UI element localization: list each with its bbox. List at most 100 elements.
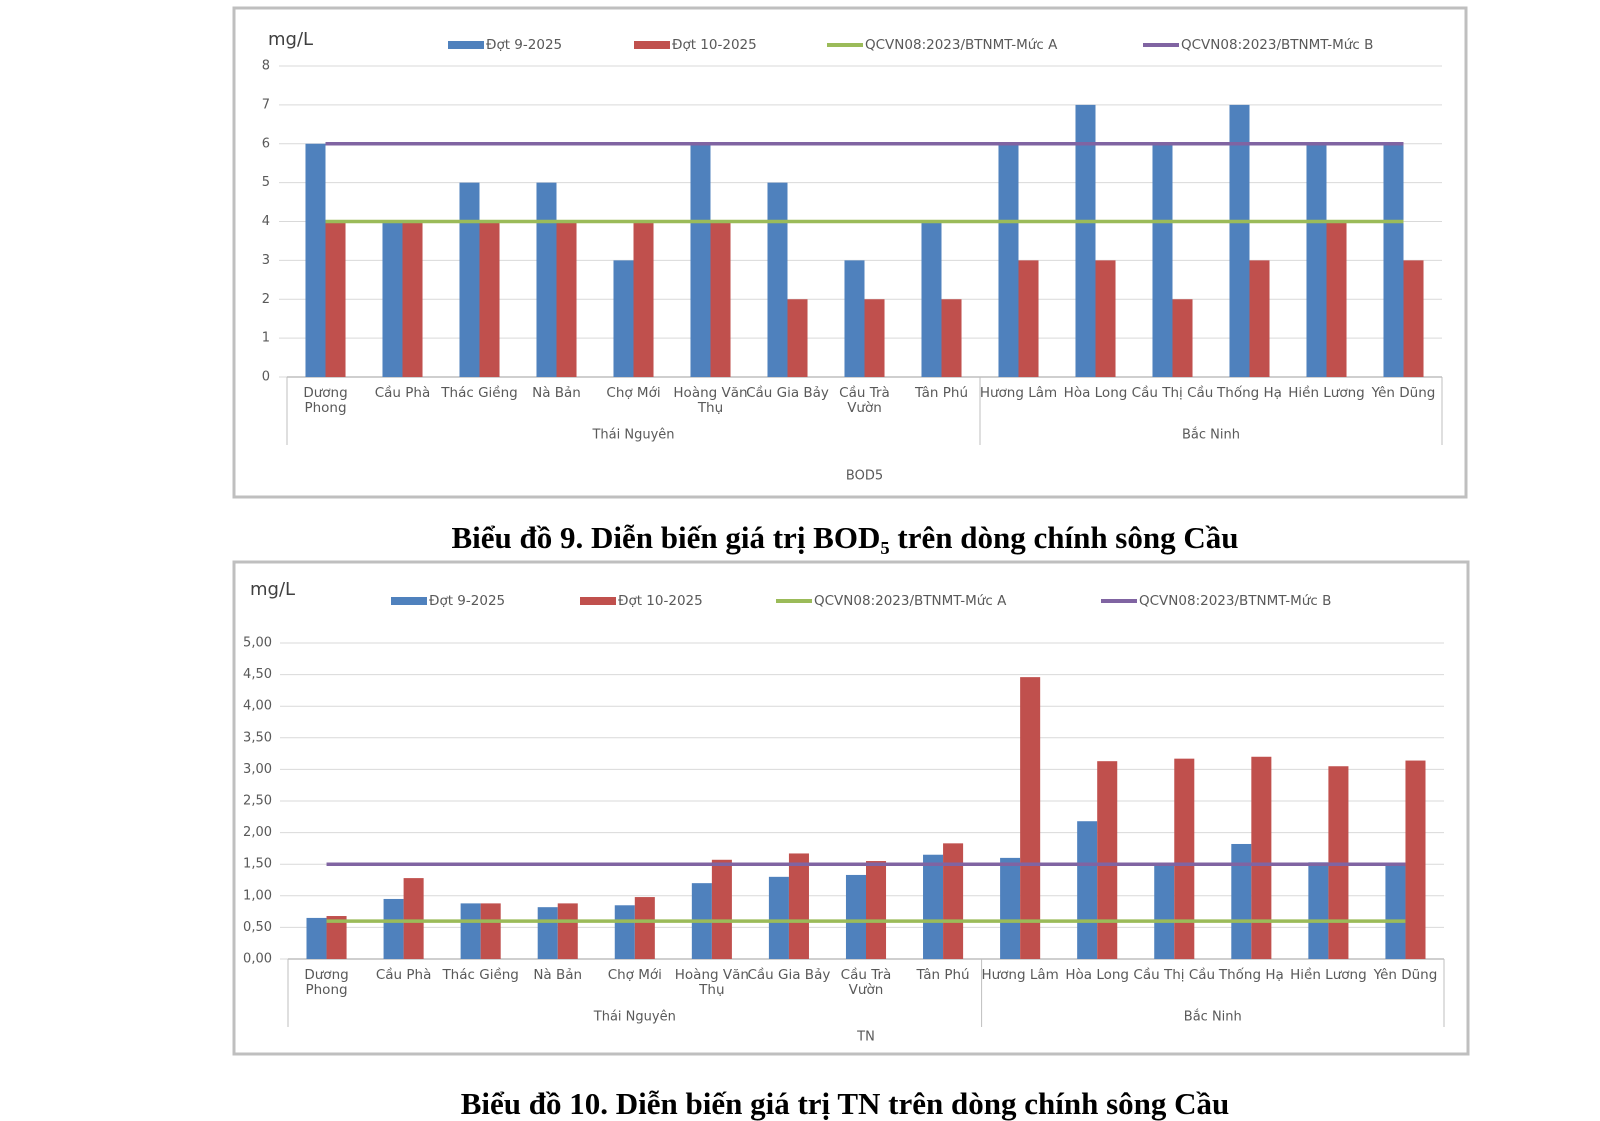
caption: Biểu đồ 10. Diễn biến giá trị TN trên dò… (460, 1086, 1230, 1121)
x-tick-label: Hoàng Văn Thụ (674, 967, 749, 998)
x-tick-label: Cầu Gia Bảy (746, 385, 829, 401)
bar (864, 299, 885, 377)
bar (479, 221, 500, 377)
x-tick-label: Thống Hạ (1217, 385, 1282, 401)
bar (613, 260, 634, 377)
x-tick-label: Thác Giềng (442, 967, 519, 983)
bar (1020, 677, 1041, 959)
y-tick-label: 4,00 (243, 699, 272, 714)
y-tick-label: 1 (262, 331, 270, 346)
group-label: Bắc Ninh (1184, 1010, 1242, 1025)
bar (1018, 260, 1039, 377)
x-tick-label: Cầu Phà (374, 385, 431, 401)
bar (1385, 865, 1406, 959)
x-tick-label: Nà Bản (532, 385, 581, 401)
y-tick-label: 5 (262, 175, 270, 190)
bar (1249, 260, 1270, 377)
legend-label: Đợt 10-2025 (672, 37, 757, 53)
y-tick-label: 8 (262, 59, 270, 74)
bar (767, 182, 788, 377)
legend-label: QCVN08:2023/BTNMT-Mức A (814, 593, 1007, 609)
x-tick-label: Hiền Lương (1290, 967, 1367, 983)
bar (1152, 143, 1173, 377)
y-tick-label: 6 (262, 136, 270, 151)
bar (1231, 843, 1252, 959)
bar (634, 897, 655, 959)
y-unit: mg/L (250, 579, 295, 600)
y-tick-label: 2,00 (243, 825, 272, 840)
x-tick-label: Hương Lâm (981, 967, 1059, 983)
bar (941, 299, 962, 377)
x-axis-title: BOD5 (846, 469, 883, 484)
bar (1077, 821, 1098, 959)
bar (1095, 260, 1116, 377)
bar (1308, 862, 1329, 959)
x-tick-label: Thác Giềng (441, 385, 518, 401)
y-tick-label: 2,50 (243, 794, 272, 809)
y-tick-label: 1,00 (243, 888, 272, 903)
bar (845, 874, 866, 959)
bar (1383, 143, 1404, 377)
y-tick-label: 0,50 (243, 920, 272, 935)
y-tick-label: 3 (262, 253, 270, 268)
bar (1403, 260, 1424, 377)
y-tick-label: 2 (262, 292, 270, 307)
bar (383, 898, 404, 959)
x-tick-label: Cầu Gia Bảy (747, 967, 831, 983)
bar (537, 907, 558, 959)
y-tick-label: 4,50 (243, 667, 272, 682)
x-tick-label: Cầu Thị Cầu (1131, 385, 1214, 401)
bar (382, 221, 403, 377)
bar (1174, 758, 1195, 959)
y-tick-label: 3,00 (243, 762, 272, 777)
x-tick-label: Hoàng Văn Thụ (673, 385, 748, 416)
bar (402, 221, 423, 377)
bar (711, 859, 732, 959)
y-tick-label: 3,50 (243, 730, 272, 745)
x-tick-label: Cầu Thị Cầu (1133, 967, 1216, 983)
x-tick-label: Yên Dũng (1371, 385, 1436, 401)
bar (923, 854, 944, 959)
bar (998, 143, 1019, 377)
legend-label: QCVN08:2023/BTNMT-Mức B (1139, 593, 1331, 609)
bar (326, 916, 347, 959)
y-tick-label: 7 (262, 97, 270, 112)
x-tick-label: Cầu Trà Vườn (839, 385, 890, 416)
legend-label: QCVN08:2023/BTNMT-Mức A (865, 37, 1058, 53)
bar (403, 878, 424, 959)
y-unit: mg/L (268, 29, 313, 50)
bar (788, 853, 809, 959)
bar (1326, 221, 1347, 377)
y-tick-label: 0 (262, 370, 270, 385)
x-tick-label: Nà Bản (533, 967, 583, 983)
y-tick-label: 4 (262, 214, 270, 229)
bar (690, 143, 711, 377)
bar (1229, 104, 1250, 377)
x-tick-label: Dương Phong (303, 385, 348, 416)
legend-label: Đợt 10-2025 (618, 593, 703, 609)
x-tick-label: Tân Phú (914, 385, 969, 401)
bar (557, 903, 578, 959)
x-tick-label: Thống Hạ (1218, 967, 1284, 983)
bar (1075, 104, 1096, 377)
bar (1097, 761, 1118, 959)
x-tick-label: Tân Phú (916, 967, 970, 983)
legend-label: QCVN08:2023/BTNMT-Mức B (1181, 37, 1373, 53)
legend-label: Đợt 9-2025 (486, 37, 562, 53)
bar (480, 903, 501, 959)
bar (556, 221, 577, 377)
group-label: Thái Nguyên (591, 428, 674, 443)
bar (1405, 760, 1426, 959)
bar (787, 299, 808, 377)
caption: Biểu đồ 9. Diễn biến giá trị BOD₅ trên d… (451, 520, 1239, 555)
legend-label: Đợt 9-2025 (429, 593, 505, 609)
bar (633, 221, 654, 377)
bar (1154, 862, 1175, 959)
bar (306, 917, 327, 959)
x-tick-label: Cầu Trà Vườn (840, 967, 892, 998)
x-tick-label: Hòa Long (1063, 385, 1128, 401)
bar (866, 861, 887, 959)
x-tick-label: Yên Dũng (1373, 967, 1438, 983)
